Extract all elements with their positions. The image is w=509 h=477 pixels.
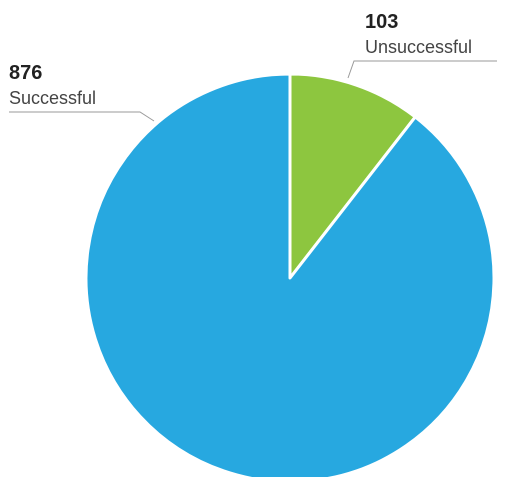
unsuccessful-label: Unsuccessful	[365, 37, 472, 57]
pie-slice-successful	[84, 72, 496, 477]
pie-slices	[84, 72, 496, 477]
successful-label: Successful	[9, 88, 96, 108]
leader-line-successful	[9, 111, 155, 122]
leader-lines	[9, 60, 497, 122]
pie-slice-unsuccessful	[288, 72, 417, 280]
slice-label-successful: 876 Successful	[9, 62, 96, 108]
successful-value: 876	[9, 62, 42, 84]
leader-line-unsuccessful	[347, 60, 497, 79]
unsuccessful-value: 103	[365, 11, 398, 33]
slice-label-unsuccessful: 103 Unsuccessful	[365, 11, 472, 57]
